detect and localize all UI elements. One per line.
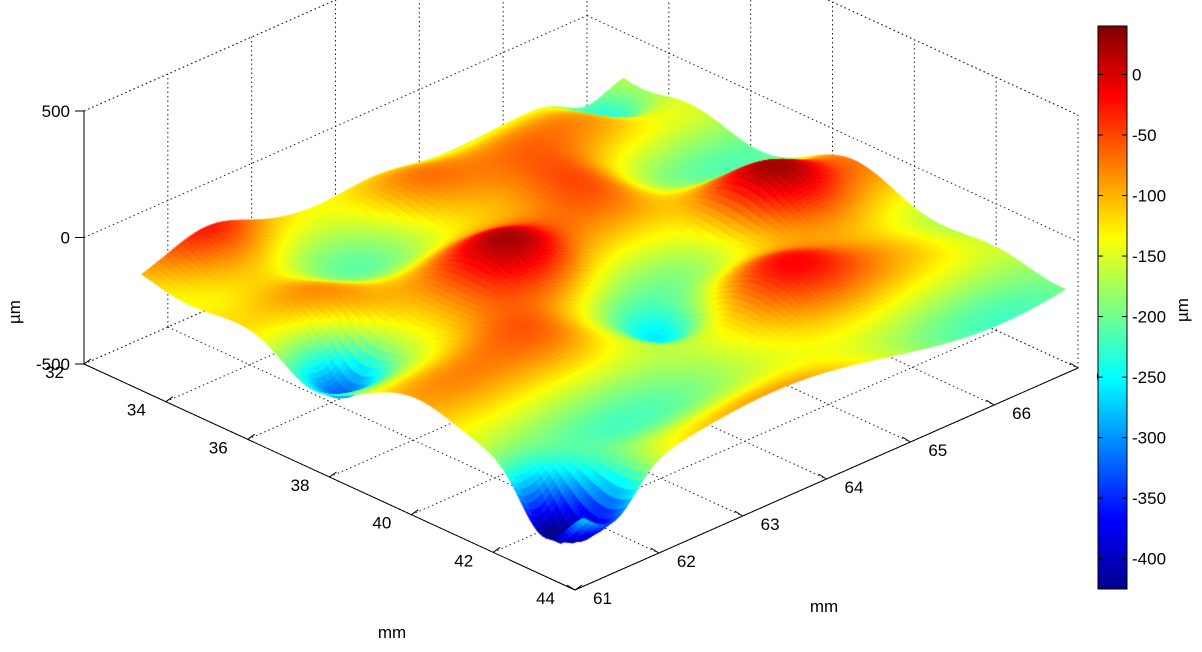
x-tick-label: 38 — [291, 476, 310, 495]
y-axis-label: mm — [810, 597, 838, 616]
y-tick — [566, 584, 576, 591]
y-tick-label: 65 — [928, 441, 947, 460]
x-tick-label: 34 — [127, 401, 146, 420]
y-tick-label: 64 — [845, 478, 864, 497]
y-tick-label: 66 — [1012, 404, 1031, 423]
y-tick — [985, 399, 995, 406]
x-tick — [411, 509, 419, 516]
y-tick — [818, 473, 827, 480]
x-tick-label: 42 — [454, 551, 473, 570]
colorbar-tick-label: -50 — [1132, 126, 1157, 145]
z-tick-label: 500 — [42, 102, 70, 121]
z-tick-label: 0 — [61, 229, 70, 248]
y-tick — [1069, 362, 1079, 369]
colorbar-tick-label: 0 — [1132, 65, 1141, 84]
colorbar-gradient — [1097, 25, 1128, 590]
x-axis-label: mm — [378, 623, 406, 642]
colorbar-tick-label: -350 — [1132, 489, 1166, 508]
x-tick-label: 32 — [45, 363, 64, 382]
z-axis-label: µm — [5, 300, 24, 324]
y-tick — [734, 510, 743, 517]
x-tick — [492, 546, 501, 553]
x-tick — [247, 433, 255, 440]
colorbar-tick-label: -200 — [1132, 308, 1166, 327]
colorbar: 0 -50 -100 -150 -200 -250 -300 -350 -400 µm — [1097, 25, 1192, 590]
x-tick-label: 36 — [209, 438, 228, 457]
x-tick — [329, 471, 337, 478]
x-tick-label: 40 — [372, 514, 391, 533]
y-tick-label: 61 — [593, 589, 612, 608]
colorbar-tick-label: -300 — [1132, 429, 1166, 448]
colorbar-ticks: 0 -50 -100 -150 -200 -250 -300 -350 -400 — [1098, 65, 1166, 569]
colorbar-tick-label: -100 — [1132, 187, 1166, 206]
x-tick-label: 44 — [536, 589, 555, 608]
y-tick-label: 63 — [761, 515, 780, 534]
colorbar-tick-label: -150 — [1132, 247, 1166, 266]
colorbar-tick-label: -400 — [1132, 550, 1166, 569]
y-tick-label: 62 — [677, 552, 696, 571]
y-tick — [650, 547, 660, 554]
y-tick — [902, 436, 911, 443]
x-tick — [165, 396, 174, 403]
x-tick — [574, 584, 583, 591]
x-tick — [83, 358, 92, 365]
colorbar-tick-label: -250 — [1132, 368, 1166, 387]
colorbar-label: µm — [1173, 298, 1192, 322]
z-tick-label: -500 — [36, 355, 70, 374]
